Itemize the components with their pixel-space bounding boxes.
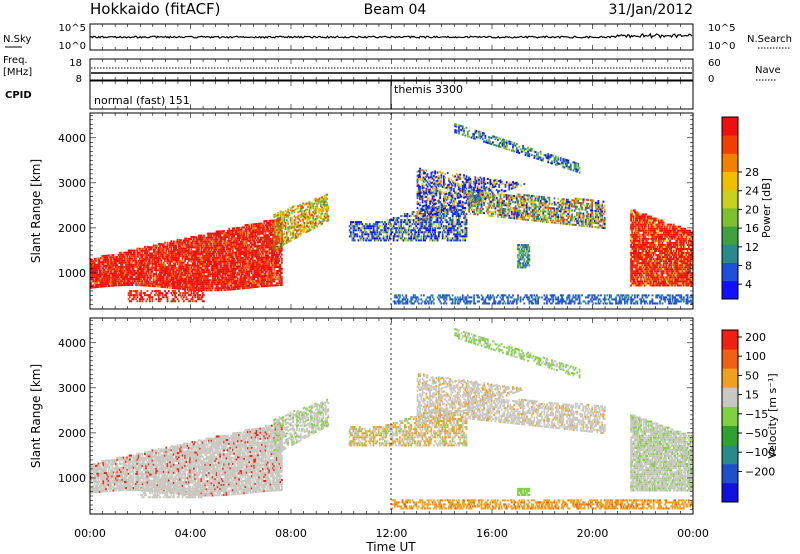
nave-tick-top: 60 bbox=[708, 58, 721, 69]
nsky-panel: N.Sky 10^5 10^0 10^5 10^0 N.Search bbox=[3, 23, 792, 52]
x-axis-label: Time UT bbox=[365, 540, 416, 554]
nsky-trace bbox=[89, 32, 693, 39]
colorbar-tick: 50 bbox=[745, 369, 759, 382]
nsky-tick-top: 10^5 bbox=[59, 23, 86, 34]
colorbar-swatch bbox=[722, 425, 738, 446]
colorbar-tick: 8 bbox=[745, 260, 752, 273]
colorbar-swatch bbox=[722, 387, 738, 407]
colorbar-swatch bbox=[722, 330, 738, 350]
colorbar-swatch bbox=[722, 117, 738, 136]
power-panel: 1000 2000 3000 4000 Slant Range [km] 28 24 20… bbox=[29, 112, 773, 310]
power-y-axis-label: Slant Range [km] bbox=[29, 159, 43, 263]
colorbar-tick: 20 bbox=[745, 203, 759, 216]
colorbar-tick: −50 bbox=[745, 427, 768, 440]
colorbar-tick: 28 bbox=[745, 166, 759, 179]
colorbar-swatch bbox=[722, 482, 738, 503]
nsearch-label: N.Search bbox=[747, 34, 792, 45]
colorbar-swatch bbox=[722, 444, 738, 465]
y-tick-label: 3000 bbox=[58, 177, 86, 190]
cpid-segment-1: normal (fast) 151 bbox=[94, 94, 190, 107]
station-title: Hokkaido (fitACF) bbox=[90, 0, 221, 18]
nave-tick-bottom: 0 bbox=[708, 74, 714, 85]
colorbar-swatch bbox=[722, 368, 738, 388]
nsky-label: N.Sky bbox=[3, 34, 31, 45]
x-tick-label: 20:00 bbox=[577, 527, 609, 540]
power-colorbar: 28 24 20 16 12 8 4 Power [dB] bbox=[721, 116, 773, 300]
colorbar-swatch bbox=[722, 244, 738, 263]
velocity-heatmap bbox=[90, 328, 694, 510]
colorbar-swatch bbox=[722, 406, 738, 426]
velocity-colorbar-label: Velocity [m s⁻¹] bbox=[766, 373, 779, 458]
power-heatmap bbox=[90, 123, 694, 305]
colorbar-swatch bbox=[722, 463, 738, 484]
velocity-y-axis-label: Slant Range [km] bbox=[29, 364, 43, 468]
date-label: 31/Jan/2012 bbox=[609, 2, 693, 18]
y-tick-label: 3000 bbox=[58, 382, 86, 395]
x-tick-label: 16:00 bbox=[476, 527, 508, 540]
cpid-segment-2: themis 3300 bbox=[394, 83, 463, 96]
colorbar-swatch bbox=[722, 208, 738, 227]
x-tick-label: 04:00 bbox=[175, 527, 207, 540]
colorbar-swatch bbox=[722, 226, 738, 245]
nsky-tick-bottom: 10^0 bbox=[59, 41, 86, 52]
y-tick-label: 1000 bbox=[58, 472, 86, 485]
x-tick-label: 00:00 bbox=[74, 527, 106, 540]
colorbar-swatch bbox=[722, 349, 738, 369]
freq-tick-bottom: 8 bbox=[76, 74, 82, 85]
colorbar-swatch bbox=[722, 189, 738, 209]
colorbar-tick: −15 bbox=[745, 408, 768, 421]
colorbar-tick: 100 bbox=[745, 350, 766, 363]
nave-label: Nave bbox=[755, 65, 781, 76]
colorbar-tick: 15 bbox=[745, 389, 759, 402]
colorbar-tick: 12 bbox=[745, 241, 759, 254]
velocity-colorbar: 200 100 50 15 −15 −50 −100 −200 Velocity [m s⁻¹… bbox=[721, 329, 779, 503]
y-tick-label: 2000 bbox=[58, 222, 86, 235]
colorbar-tick: 4 bbox=[745, 278, 752, 291]
velocity-y-axis: 1000 2000 3000 4000 bbox=[58, 319, 693, 515]
power-colorbar-label: Power [dB] bbox=[760, 178, 773, 238]
colorbar-tick: 16 bbox=[745, 222, 759, 235]
time-x-axis: 00:00 04:00 08:00 12:00 16:00 20:00 00:00 bbox=[74, 24, 709, 540]
freq-label-line2: [MHz] bbox=[3, 67, 32, 78]
beam-label: Beam 04 bbox=[364, 2, 427, 18]
x-tick-label: 12:00 bbox=[376, 527, 408, 540]
x-tick-label: 08:00 bbox=[275, 527, 307, 540]
power-y-axis: 1000 2000 3000 4000 bbox=[58, 114, 693, 310]
colorbar-swatch bbox=[722, 135, 738, 154]
colorbar-swatch bbox=[722, 171, 738, 191]
y-tick-label: 4000 bbox=[58, 337, 86, 350]
colorbar-tick: 24 bbox=[745, 185, 759, 198]
y-tick-label: 2000 bbox=[58, 427, 86, 440]
cpid-label: CPID bbox=[5, 90, 32, 101]
colorbar-tick: −100 bbox=[745, 446, 775, 459]
colorbar-tick: 200 bbox=[745, 331, 766, 344]
nsearch-tick-top: 10^5 bbox=[708, 23, 735, 34]
colorbar-tick: −200 bbox=[745, 465, 775, 478]
freq-label-line1: Freq. bbox=[3, 55, 28, 66]
x-tick-label: 00:00 bbox=[677, 527, 709, 540]
nsearch-tick-bottom: 10^0 bbox=[708, 41, 735, 52]
y-tick-label: 4000 bbox=[58, 132, 86, 145]
velocity-panel: 1000 2000 3000 4000 Slant Range [km] 200 100… bbox=[29, 317, 779, 515]
colorbar-swatch bbox=[722, 262, 738, 282]
y-tick-label: 1000 bbox=[58, 267, 86, 280]
freq-tick-top: 18 bbox=[69, 58, 82, 69]
cpid-panel: CPID normal (fast) 151 themis 3300 bbox=[5, 80, 694, 110]
colorbar-swatch bbox=[722, 153, 738, 172]
colorbar-swatch bbox=[722, 280, 738, 300]
